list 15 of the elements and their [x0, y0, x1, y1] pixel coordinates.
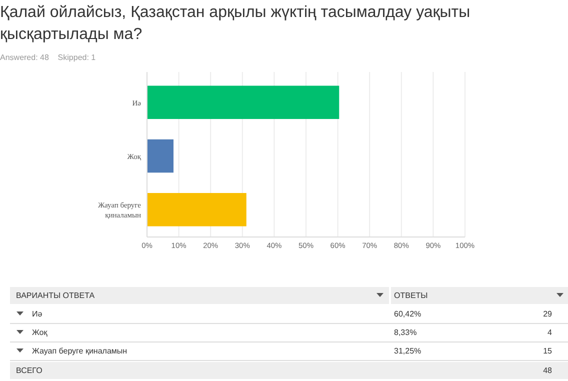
text: ВСЕГО: [16, 366, 42, 375]
category-label: Жауап беруге қиналамын: [32, 346, 128, 356]
chart-title: Қалай ойлайсыз, Қазақстан арқылы жүктің тасымалдау уақыты қысқартылады ма?: [0, 4, 470, 43]
text: ОТВЕТЫ: [394, 291, 428, 300]
text: ВАРИАНТЫ ОТВЕТА: [16, 291, 96, 300]
text: 60,42%: [394, 310, 422, 318]
text: 29: [543, 310, 553, 318]
text: 31,25%: [394, 346, 422, 356]
text: 8,33%: [394, 328, 417, 337]
text: 4: [548, 328, 553, 337]
text: 48: [543, 366, 553, 375]
category-label: Иә: [32, 310, 42, 318]
text: 15: [543, 346, 553, 356]
text: Answered: 48 Skipped: 1: [0, 53, 96, 62]
category-label: Жоқ: [32, 328, 48, 337]
